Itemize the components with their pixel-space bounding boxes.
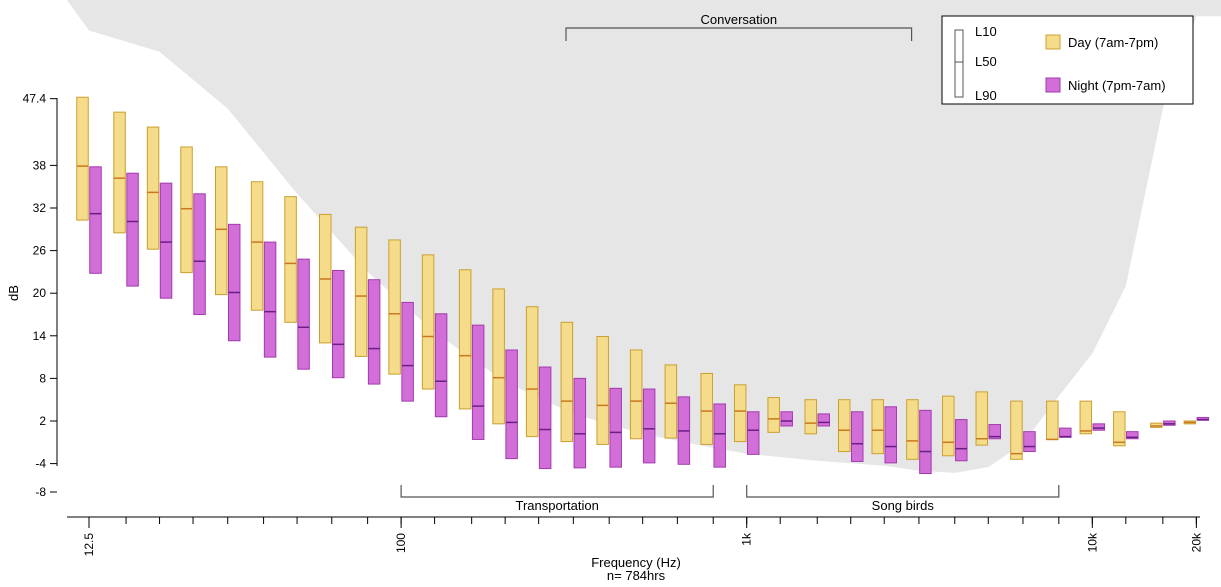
day-bar-12.5 (76, 96, 89, 221)
night-bar-40 (263, 241, 277, 358)
day-bar-1600 (804, 399, 818, 435)
night-bar-31.5 (227, 223, 241, 342)
legend-label-L50: L50 (975, 54, 997, 69)
day-bar-315 (560, 321, 574, 443)
y-tick-label: 8 (39, 371, 46, 385)
y-tick-label: 32 (33, 201, 47, 215)
day-bar-200 (492, 288, 505, 425)
night-bar-20 (159, 182, 173, 299)
night-bar-160 (471, 324, 485, 440)
day-bar-40 (250, 181, 264, 311)
legend-label-L90: L90 (975, 88, 997, 103)
night-bar-1250 (780, 411, 793, 427)
annotation-label-song-birds: Song birds (872, 498, 935, 513)
day-bar-800 (700, 372, 713, 445)
day-bar-4000 (942, 395, 955, 457)
night-bar-1600 (817, 413, 831, 427)
day-bar-2500 (871, 399, 884, 455)
day-bar-3150 (906, 399, 919, 460)
annotation-bracket-conversation (565, 27, 913, 41)
night-bar-400 (609, 387, 622, 468)
night-bar-250 (538, 366, 552, 470)
night-bar-16 (126, 172, 139, 287)
night-bar-63 (332, 269, 345, 379)
legend-label-day: Day (7am-7pm) (1068, 35, 1158, 50)
day-bar-250 (525, 306, 539, 438)
y-tick-label: 47.4 (23, 92, 47, 106)
legend: L10 L50 L90 Day (7am-7pm) Night (7pm-7am… (941, 15, 1194, 105)
day-bar-2000 (837, 399, 851, 453)
x-axis-subtitle: n= 784hrs (607, 568, 666, 583)
night-bar-200 (505, 349, 518, 460)
annotation-label-conversation: Conversation (700, 12, 777, 27)
night-bar-800 (713, 403, 726, 468)
legend-swatch-night (1045, 77, 1061, 93)
legend-swatch-day (1045, 34, 1061, 50)
day-bar-80 (354, 226, 368, 357)
night-bar-3150 (919, 409, 932, 475)
y-tick-label: 20 (33, 286, 47, 300)
annotation-bracket-transportation (400, 485, 714, 498)
night-bar-12.5 (89, 166, 102, 274)
day-bar-630 (664, 364, 678, 439)
day-bar-50 (284, 196, 297, 323)
legend-label-L10: L10 (975, 24, 997, 39)
night-bar-4000 (955, 419, 968, 462)
day-bar-10000 (1079, 400, 1093, 435)
night-bar-12500 (1126, 431, 1139, 440)
day-bar-500 (629, 349, 643, 440)
day-bar-1000 (733, 384, 747, 443)
legend-frame (941, 15, 1194, 105)
annotation-bracket-song-birds (746, 485, 1060, 498)
night-bar-5000 (988, 424, 1002, 440)
night-bar-500 (642, 388, 656, 464)
y-tick-label: 2 (39, 414, 46, 428)
night-bar-80 (367, 279, 381, 385)
y-tick-label: -8 (35, 485, 46, 499)
day-bar-25 (180, 146, 193, 274)
y-tick-label: 38 (33, 158, 47, 172)
night-bar-10000 (1092, 423, 1106, 431)
y-tick-label: 26 (33, 244, 47, 258)
night-bar-125 (434, 313, 448, 418)
day-bar-400 (596, 336, 609, 445)
x-tick-label: 12.5 (82, 533, 96, 557)
night-bar-2500 (884, 406, 897, 464)
day-bar-8000 (1046, 400, 1059, 440)
day-bar-16 (113, 111, 126, 234)
day-bar-160 (458, 269, 472, 410)
y-tick-label: -4 (35, 457, 46, 471)
y-tick-label: 14 (33, 329, 47, 343)
day-bar-20 (146, 126, 160, 250)
day-bar-6300 (1010, 400, 1023, 460)
day-bar-12500 (1113, 411, 1126, 447)
x-tick-label: 100 (394, 533, 408, 553)
night-bar-6300 (1023, 431, 1036, 453)
annotation-label-transportation: Transportation (515, 498, 598, 513)
x-tick-label: 1k (740, 532, 754, 546)
night-bar-50 (297, 258, 310, 370)
legend-box-glyph (954, 29, 964, 98)
night-bar-315 (573, 377, 587, 469)
day-bar-1250 (767, 397, 780, 433)
night-bar-25 (193, 193, 206, 315)
x-tick-label: 20k (1189, 532, 1203, 552)
day-bar-5000 (975, 391, 989, 446)
x-tick-label: 10k (1085, 532, 1099, 552)
legend-label-night: Night (7pm-7am) (1068, 78, 1166, 93)
hearing-threshold-area (67, 0, 1221, 473)
y-axis-title: dB (6, 285, 21, 301)
x-axis-title: Frequency (Hz) (591, 555, 681, 570)
night-bar-100 (401, 301, 414, 402)
day-bar-125 (421, 254, 435, 390)
night-bar-1000 (746, 411, 760, 455)
day-bar-31.5 (214, 166, 228, 296)
day-bar-100 (388, 239, 401, 375)
night-bar-2000 (850, 411, 864, 462)
